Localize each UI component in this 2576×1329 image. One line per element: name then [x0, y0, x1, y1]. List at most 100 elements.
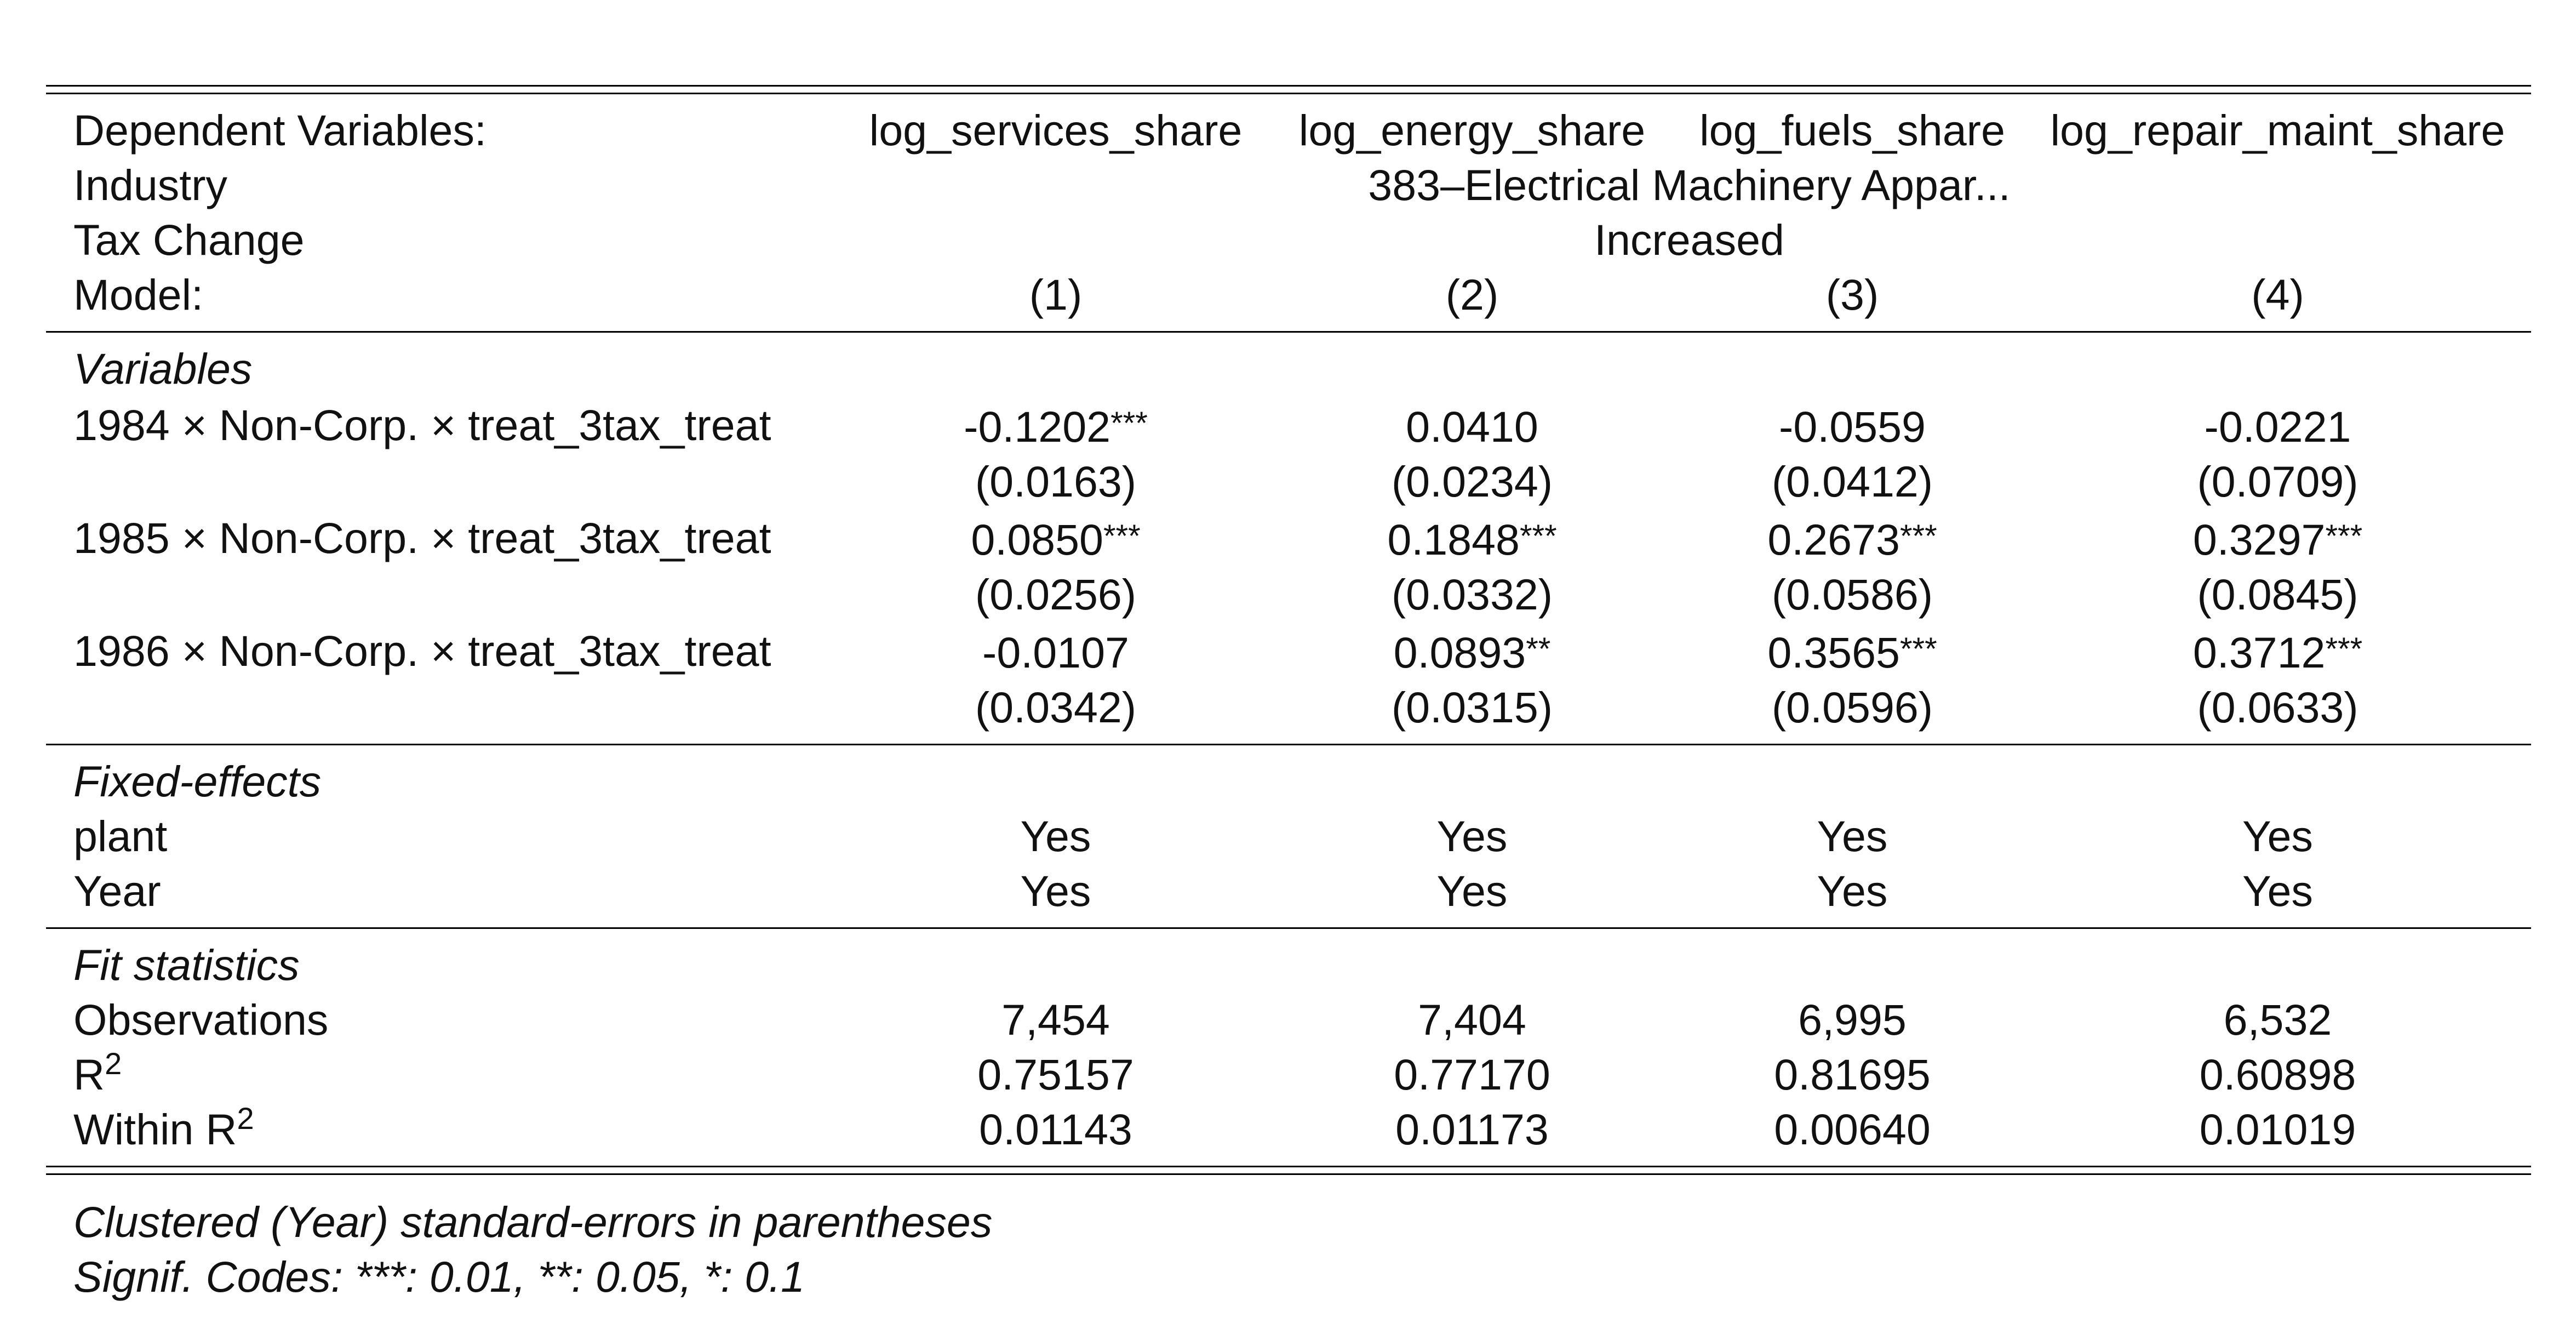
within-r2-superscript: 2: [237, 1101, 254, 1136]
fixed-effect-value: Yes: [1436, 812, 1508, 860]
standard-error: (0.0315): [1391, 683, 1553, 732]
coef-value: 0.0410: [1406, 402, 1538, 451]
coef-value: 0.3297: [2193, 515, 2326, 564]
model-4: (4): [2251, 270, 2304, 319]
fixed-effect-value: Yes: [1020, 812, 1091, 860]
variables-rule: [46, 744, 2531, 745]
variables-block: Variables 1984 × Non-Corp. × treat_3tax_…: [46, 333, 2531, 744]
coef-value: -0.0107: [982, 628, 1129, 677]
bottom-rule-second: [46, 1173, 2531, 1175]
within-r2-label-cell: Within R2: [46, 1102, 848, 1166]
observations-value: 6,532: [2223, 995, 2332, 1044]
dependent-var-3: log_fuels_share: [1699, 106, 2005, 155]
row-label-1986: 1986 × Non-Corp. × treat_3tax_treat: [73, 626, 771, 675]
coef-cell: 0.0410: [1264, 396, 1680, 454]
industry-label: Industry: [73, 161, 228, 209]
variables-section-row: Variables: [46, 333, 2531, 396]
fixed-effects-block: Fixed-effects plant Yes Yes Yes Yes Year…: [46, 745, 2531, 927]
significance-stars: ***: [2325, 518, 2363, 554]
coef-cell: 0.0893**: [1264, 622, 1680, 680]
coef-value: 0.0850: [971, 515, 1103, 564]
observations-value: 6,995: [1798, 995, 1907, 1044]
within-r2-value: 0.01143: [979, 1105, 1132, 1154]
coef-cell: -0.0221: [2024, 396, 2531, 454]
within-r2-value: 0.01019: [2199, 1105, 2356, 1154]
coef-value: -0.0559: [1779, 402, 1926, 451]
coef-row-1986: 1986 × Non-Corp. × treat_3tax_treat -0.0…: [46, 622, 2531, 680]
standard-error: (0.0845): [2197, 570, 2359, 619]
dependent-var-1: log_services_share: [869, 106, 1243, 155]
dependent-variables-row: Dependent Variables: log_services_share …: [46, 94, 2531, 158]
coef-cell: -0.1202***: [848, 396, 1264, 454]
coef-row-1984: 1984 × Non-Corp. × treat_3tax_treat -0.1…: [46, 396, 2531, 454]
fixed-effect-label: plant: [73, 812, 168, 860]
coef-value: -0.0221: [2204, 402, 2351, 451]
industry-value: 383–Electrical Machinery Appar...: [1368, 161, 2011, 209]
se-row-1984: (0.0163) (0.0234) (0.0412) (0.0709): [46, 454, 2531, 509]
fixed-effects-section-title: Fixed-effects: [73, 757, 322, 806]
coef-cell: -0.0559: [1680, 396, 2024, 454]
standard-error: (0.0234): [1391, 457, 1553, 506]
r2-row: R2 0.75157 0.77170 0.81695 0.60898: [46, 1047, 2531, 1102]
significance-stars: ***: [1519, 518, 1557, 554]
significance-stars: ***: [1103, 518, 1141, 554]
industry-row: Industry 383–Electrical Machinery Appar.…: [46, 158, 2531, 213]
dependent-var-2: log_energy_share: [1298, 106, 1646, 155]
header-rule: [46, 331, 2531, 333]
significance-stars: ***: [1110, 406, 1148, 441]
standard-error: (0.0709): [2197, 457, 2359, 506]
within-r2-label: Within R: [73, 1105, 237, 1154]
fixed-effects-section-row: Fixed-effects: [46, 745, 2531, 809]
within-r2-row: Within R2 0.01143 0.01173 0.00640 0.0101…: [46, 1102, 2531, 1166]
regression-table: Dependent Variables: log_services_share …: [46, 85, 2531, 1175]
coef-value: 0.2673: [1767, 515, 1900, 564]
dependent-variables-label: Dependent Variables:: [73, 106, 486, 155]
tax-change-row: Tax Change Increased: [46, 213, 2531, 267]
variables-section-title: Variables: [73, 344, 253, 393]
within-r2-value: 0.00640: [1774, 1105, 1931, 1154]
tax-change-label: Tax Change: [73, 215, 305, 264]
coef-value: 0.1848: [1387, 515, 1520, 564]
coef-cell: 0.3297***: [2024, 509, 2531, 567]
coef-cell: 0.3565***: [1680, 622, 2024, 680]
r2-value: 0.75157: [977, 1050, 1134, 1099]
fixed-effect-value: Yes: [1436, 866, 1508, 915]
se-row-1985: (0.0256) (0.0332) (0.0586) (0.0845): [46, 567, 2531, 622]
top-rule: [46, 85, 2531, 87]
significance-stars: ***: [1899, 518, 1937, 554]
fixed-effect-row-plant: plant Yes Yes Yes Yes: [46, 809, 2531, 864]
coef-cell: 0.3712***: [2024, 622, 2531, 680]
observations-value: 7,404: [1418, 995, 1526, 1044]
standard-error: (0.0412): [1771, 457, 1933, 506]
r2-value: 0.77170: [1394, 1050, 1550, 1099]
fit-statistics-section-title: Fit statistics: [73, 940, 300, 989]
fixed-effects-rule: [46, 927, 2531, 929]
significance-stars: **: [1526, 631, 1551, 667]
fit-statistics-block: Fit statistics Observations 7,454 7,404 …: [46, 929, 2531, 1166]
r2-value: 0.60898: [2199, 1050, 2356, 1099]
table-notes: Clustered (Year) standard-errors in pare…: [73, 1195, 992, 1304]
se-row-1986: (0.0342) (0.0315) (0.0596) (0.0633): [46, 680, 2531, 744]
observations-value: 7,454: [1001, 995, 1110, 1044]
coef-value: 0.3712: [2193, 628, 2326, 677]
standard-error: (0.0256): [975, 570, 1137, 619]
fixed-effect-value: Yes: [1020, 866, 1091, 915]
standard-error: (0.0163): [975, 457, 1137, 506]
dependent-var-4: log_repair_maint_share: [2050, 106, 2505, 155]
coef-value: 0.3565: [1767, 628, 1900, 677]
model-2: (2): [1445, 270, 1499, 319]
model-label: Model:: [73, 270, 204, 319]
fit-statistics-section-row: Fit statistics: [46, 929, 2531, 993]
significance-stars: ***: [2325, 631, 2363, 667]
within-r2-value: 0.01173: [1395, 1105, 1549, 1154]
observations-label: Observations: [73, 995, 329, 1044]
standard-error: (0.0342): [975, 683, 1137, 732]
row-label-1985: 1985 × Non-Corp. × treat_3tax_treat: [73, 514, 771, 562]
fixed-effect-value: Yes: [1817, 866, 1888, 915]
r2-label-cell: R2: [46, 1047, 848, 1102]
notes-standard-errors: Clustered (Year) standard-errors in pare…: [73, 1197, 993, 1246]
coef-cell: 0.1848***: [1264, 509, 1680, 567]
fixed-effect-value: Yes: [1817, 812, 1888, 860]
header-block: Dependent Variables: log_services_share …: [46, 94, 2531, 331]
standard-error: (0.0332): [1391, 570, 1553, 619]
